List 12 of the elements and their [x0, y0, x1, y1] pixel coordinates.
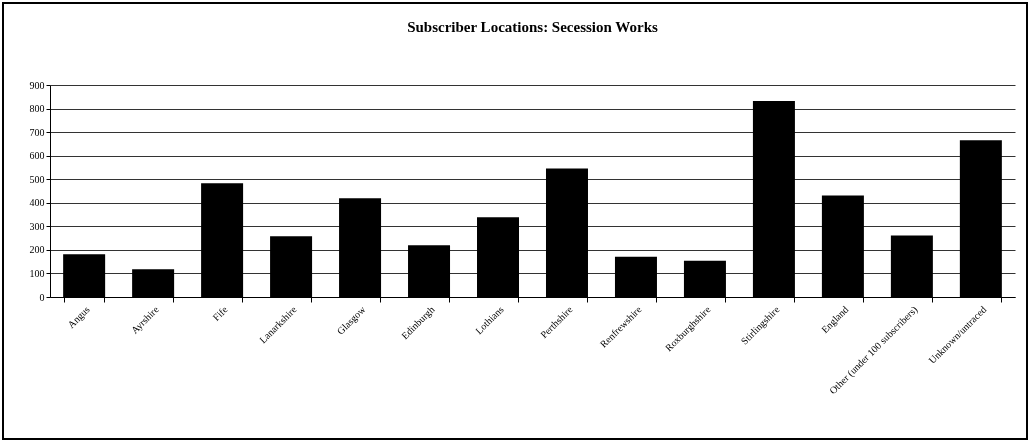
y-tick-label: 0 [39, 291, 45, 303]
y-tick-label: 500 [29, 173, 45, 185]
y-tick-label: 700 [29, 126, 45, 138]
x-tick-label: Fife [210, 303, 231, 323]
y-tick-label: 200 [29, 244, 45, 256]
y-tick-label: 100 [29, 267, 45, 279]
y-tick-label: 600 [29, 150, 45, 162]
y-tick-label: 300 [29, 220, 45, 232]
y-tick-label: 900 [29, 79, 45, 91]
y-tick-label: 400 [29, 197, 45, 209]
chart-title: Subscriber Locations: Secession Works [407, 19, 659, 35]
y-tick-label: 800 [29, 103, 45, 115]
